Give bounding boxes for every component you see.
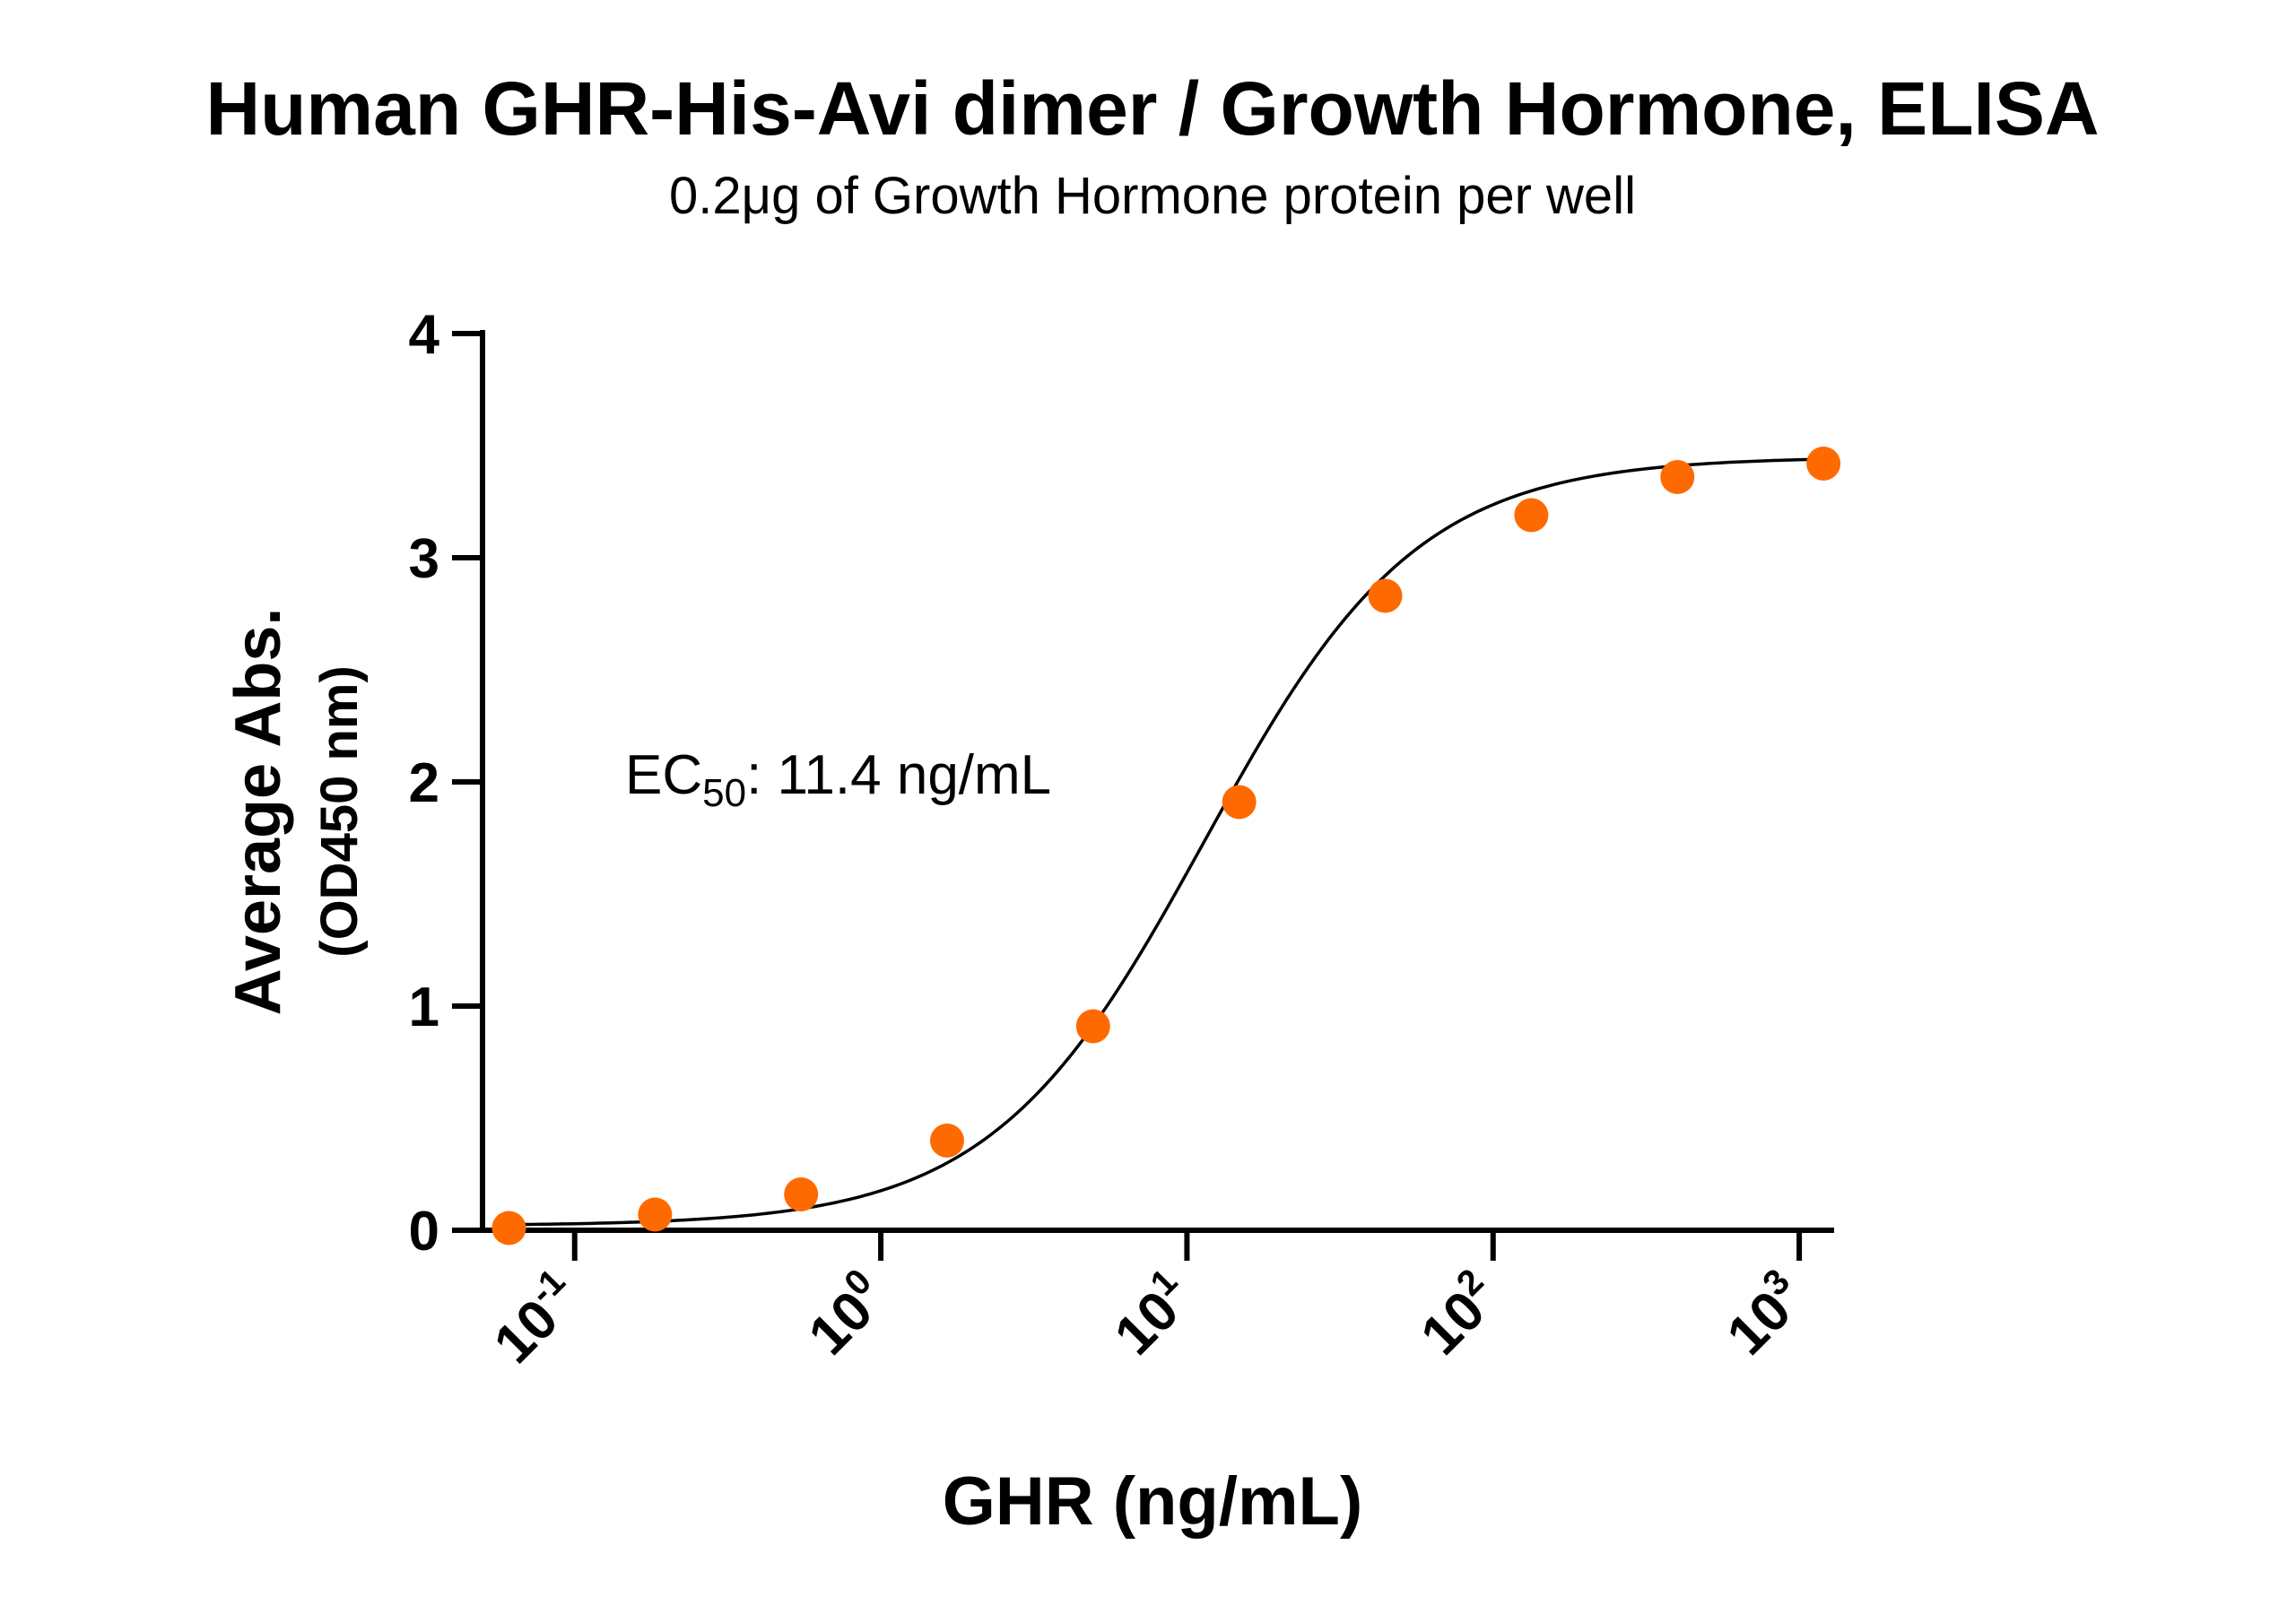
y-axis-title-unit: (OD450 nm) [310,665,369,958]
ec50-annotation: EC50: 11.4 ng/mL [625,744,1051,815]
data-point [1660,460,1695,494]
data-point [1222,785,1257,820]
data-point [784,1177,819,1211]
data-point [1075,1009,1110,1044]
ec50-prefix: EC [625,744,702,806]
y-tick-label-1: 1 [409,976,439,1038]
y-axis-title-main: Average Abs. [222,608,294,1016]
data-point [1368,578,1403,613]
x-tick-label-1: 100 [793,1262,899,1367]
x-axis-title: GHR (ng/mL) [943,1463,1363,1540]
data-point [638,1197,673,1232]
data-point [491,1211,526,1245]
y-tick-label-2: 2 [409,752,439,814]
chart-title: Human GHR-His-Avi dimer / Growth Hormone… [205,66,2099,151]
ec50-value: : 11.4 ng/mL [746,744,1051,806]
data-point [1806,447,1841,481]
x-tick-label-0.1: 10-1 [479,1262,593,1376]
plot-area: 0 1 2 3 4 10-1 100 101 102 103 [409,304,1841,1376]
x-tick-label-10: 101 [1100,1262,1205,1367]
y-tick-label-4: 4 [409,304,440,366]
x-tick-label-100: 102 [1405,1262,1511,1367]
data-point [929,1124,964,1158]
ec50-subscript: 50 [702,771,746,815]
y-tick-label-0: 0 [409,1201,439,1263]
y-tick-label-3: 3 [409,528,439,590]
fit-curve [509,457,1824,1227]
y-axis-title: Average Abs. (OD450 nm) [222,608,369,1016]
x-tick-label-1000: 103 [1711,1262,1817,1367]
chart-subtitle: 0.2μg of Growth Hormone protein per well [669,167,1636,225]
data-point [1514,498,1549,533]
